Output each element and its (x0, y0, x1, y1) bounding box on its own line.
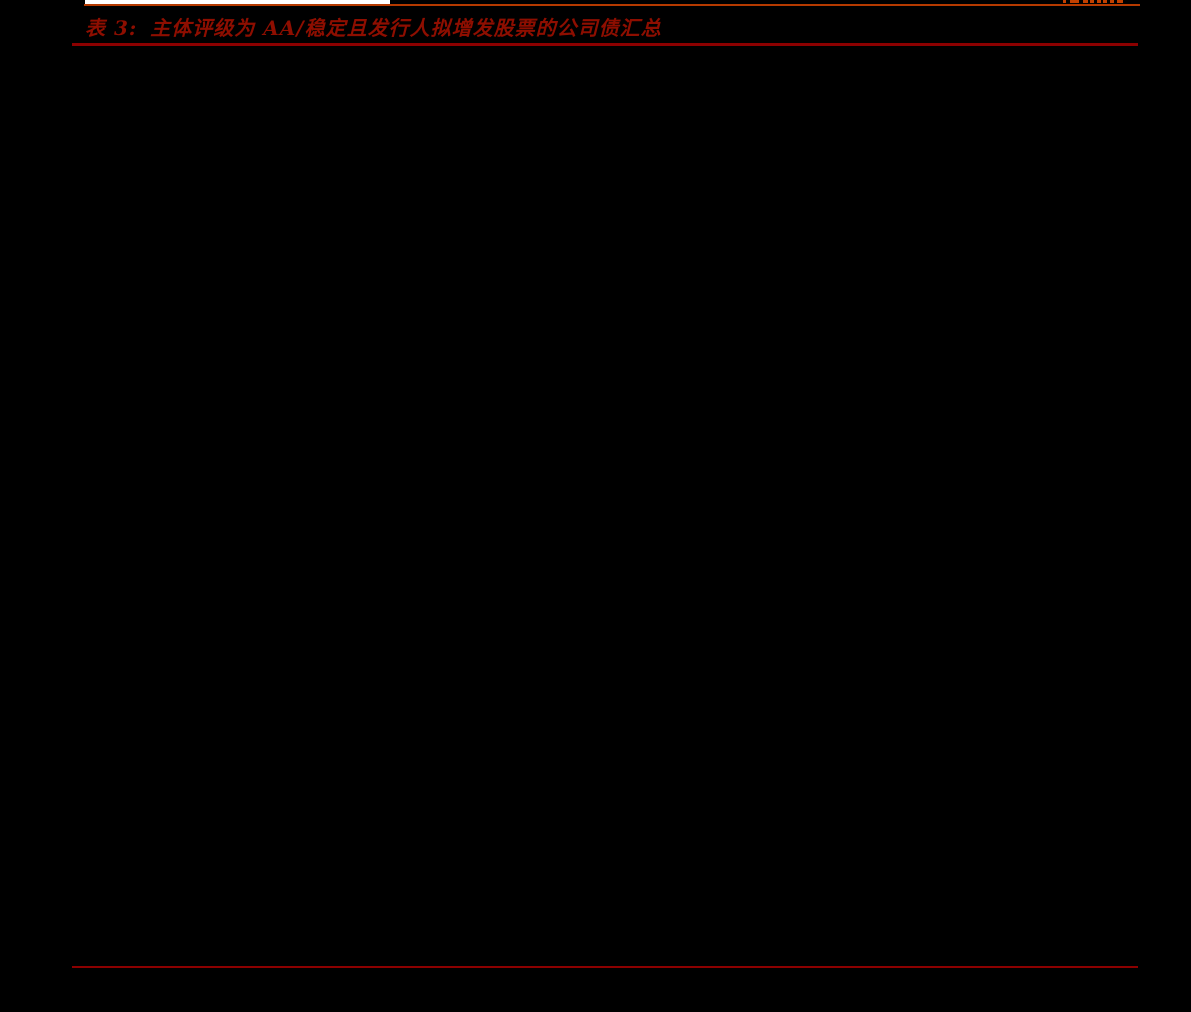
table-caption-label: 表 3: (85, 16, 138, 40)
header-divider-rule (84, 4, 1140, 6)
clipped-char-fragment (1083, 0, 1088, 3)
clipped-char-fragment (1110, 0, 1114, 3)
clipped-header-text (0, 0, 1191, 4)
table-caption-title: 主体评级为 AA/稳定且发行人拟增发股票的公司债汇总 (150, 16, 662, 40)
clipped-char-fragment (1063, 0, 1066, 3)
caption-underline-rule (72, 43, 1138, 46)
clipped-char-fragment (1090, 0, 1094, 3)
clipped-char-fragment (1103, 0, 1107, 3)
clipped-char-fragment (1097, 0, 1101, 3)
table-image-area (72, 46, 1138, 966)
table-bottom-rule (72, 966, 1138, 968)
header-band-remnant (85, 0, 390, 4)
clipped-char-fragment (1070, 0, 1079, 3)
table-caption: 表 3: 主体评级为 AA/稳定且发行人拟增发股票的公司债汇总 (85, 14, 1135, 44)
clipped-char-fragment (1117, 0, 1123, 3)
